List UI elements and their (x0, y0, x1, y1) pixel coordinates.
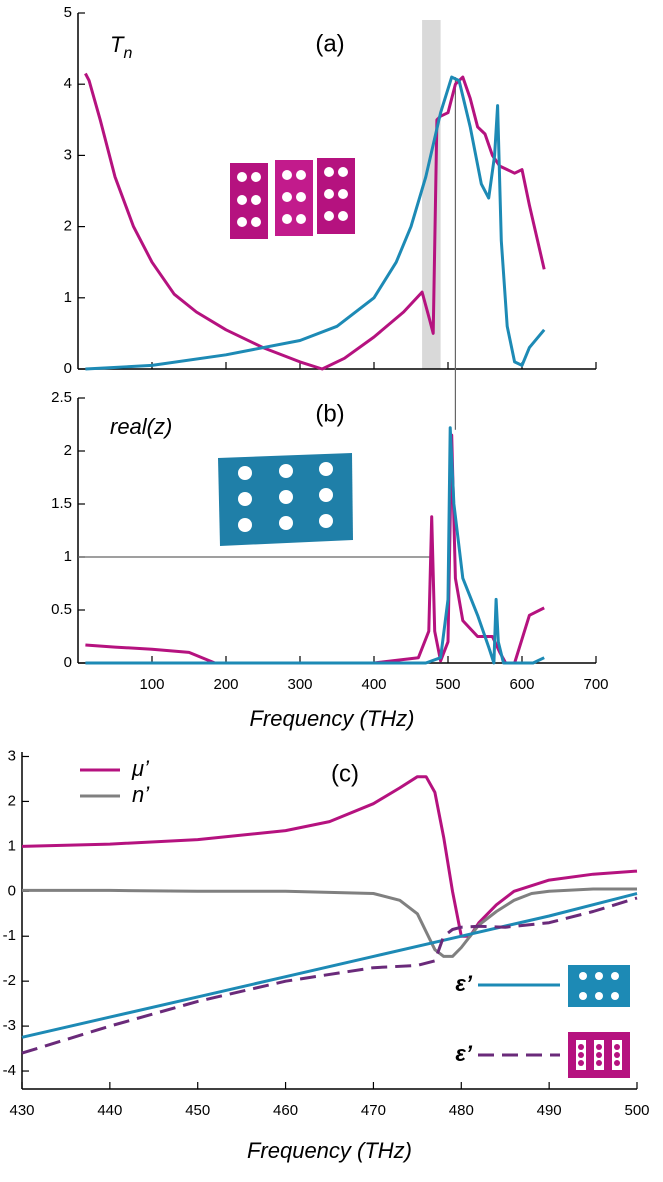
x-tick-label: 700 (583, 676, 608, 693)
y-label-main: T (110, 32, 125, 57)
data-line (84, 72, 546, 371)
structure-icon-magenta (230, 158, 355, 239)
y-tick-label: 0 (64, 360, 72, 377)
y-tick-label: 0 (64, 654, 72, 671)
y-tick-label: 1 (8, 837, 16, 854)
structure-icon-blue (218, 453, 353, 546)
y-tick-label: 2 (64, 218, 72, 235)
y-tick-label: 2 (8, 792, 16, 809)
x-tick-label: 450 (185, 1102, 210, 1119)
y-tick-label: 1 (64, 548, 72, 565)
x-label: Frequency (THz) (247, 1138, 412, 1163)
x-label: Frequency (THz) (249, 706, 414, 731)
x-tick-label: 500 (435, 676, 460, 693)
legend-label: ε’ (455, 1041, 473, 1066)
x-tick-label: 500 (624, 1102, 649, 1119)
y-tick-label: 1.5 (51, 495, 72, 512)
data-line (21, 775, 638, 938)
y-tick-label: 2 (64, 442, 72, 459)
legend-label: n’ (132, 782, 150, 807)
y-tick-label: 0.5 (51, 601, 72, 618)
data-line (21, 892, 638, 1039)
y-tick-label: -2 (3, 972, 16, 989)
x-tick-label: 460 (273, 1102, 298, 1119)
y-tick-label: 3 (8, 747, 16, 764)
y-tick-label: 0 (8, 882, 16, 899)
data-line (85, 75, 546, 371)
panel-title: (a) (315, 30, 344, 57)
legend-icon-magenta (568, 1032, 630, 1078)
y-tick-label: 1 (64, 289, 72, 306)
shaded-band (422, 20, 441, 369)
y-tick-label: -3 (3, 1017, 16, 1034)
y-tick-label: 3 (64, 146, 72, 163)
x-tick-label: 600 (509, 676, 534, 693)
x-tick-label: 300 (287, 676, 312, 693)
x-tick-label: 480 (449, 1102, 474, 1119)
x-tick-label: 430 (9, 1102, 34, 1119)
y-tick-label: 5 (64, 4, 72, 21)
y-label: Tn (110, 32, 132, 62)
x-tick-label: 400 (361, 676, 386, 693)
y-tick-label: -4 (3, 1062, 16, 1079)
data-line (21, 896, 638, 1055)
legend-icon-blue (568, 965, 630, 1007)
y-tick-label: 4 (64, 75, 72, 92)
y-tick-label: 2.5 (51, 389, 72, 406)
panel-title: (c) (331, 760, 359, 787)
x-tick-label: 470 (361, 1102, 386, 1119)
legend-label: μ’ (131, 756, 150, 781)
x-tick-label: 440 (97, 1102, 122, 1119)
x-tick-label: 200 (213, 676, 238, 693)
data-line (22, 887, 637, 958)
x-tick-label: 490 (537, 1102, 562, 1119)
y-tick-label: -1 (3, 927, 16, 944)
panel-title: (b) (315, 400, 344, 427)
y-label-subscript: n (123, 45, 132, 62)
data-line (85, 426, 545, 665)
legend-label: ε’ (455, 971, 473, 996)
x-tick-label: 100 (139, 676, 164, 693)
y-label: real(z) (110, 414, 172, 439)
